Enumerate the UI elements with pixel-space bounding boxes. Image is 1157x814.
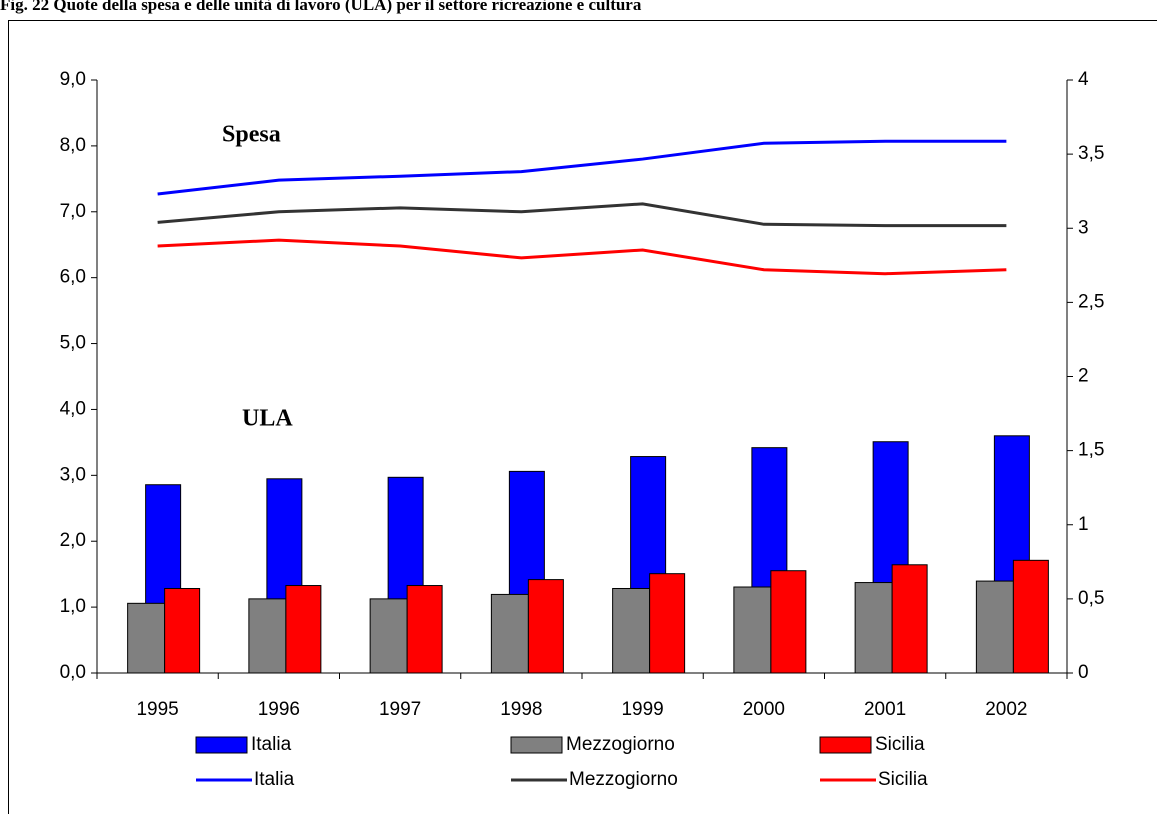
bar: [127, 602, 166, 674]
y2-tick-label: 0: [1078, 662, 1089, 683]
legend-label: Mezzogiorno: [566, 734, 675, 755]
bar: [770, 570, 807, 674]
y2-tick-label: 3: [1078, 217, 1089, 238]
y2-tick-label: 4: [1078, 69, 1089, 90]
y-tick-label: 2,0: [60, 530, 86, 551]
chart-title: Fig. 22 Quote della spesa e delle unità …: [0, 0, 642, 14]
x-tick-label: 1998: [500, 699, 542, 720]
line: [157, 202, 1007, 228]
annotation: Spesa: [222, 122, 281, 148]
legend-label: Mezzogiorno: [569, 769, 678, 790]
y-tick-label: 5,0: [60, 333, 86, 354]
bar: [285, 585, 322, 674]
bar: [891, 564, 928, 674]
x-tick-label: 1999: [621, 699, 663, 720]
bar: [248, 598, 287, 674]
y2-tick-label: 1: [1078, 514, 1089, 535]
legend-label: Italia: [254, 769, 295, 790]
y2-tick-label: 0,5: [1078, 588, 1104, 609]
bar: [975, 580, 1014, 674]
line: [157, 238, 1007, 276]
bar: [490, 593, 529, 674]
y-tick-label: 7,0: [60, 201, 86, 222]
bar: [164, 587, 201, 674]
bar: [733, 586, 772, 674]
legend-swatch: [819, 736, 872, 754]
x-tick-label: 1996: [258, 699, 300, 720]
y2-tick-label: 3,5: [1078, 143, 1104, 164]
y-tick-label: 0,0: [60, 662, 86, 683]
chart-border: [8, 20, 1157, 814]
y-tick-label: 1,0: [60, 596, 86, 617]
y2-tick-label: 2,5: [1078, 291, 1104, 312]
bar: [1012, 559, 1049, 674]
y2-tick-label: 1,5: [1078, 440, 1104, 461]
line: [157, 139, 1007, 196]
legend-label: Sicilia: [878, 769, 928, 790]
legend-swatch: [195, 736, 248, 754]
y-tick-label: 4,0: [60, 398, 86, 419]
y-tick-label: 9,0: [60, 69, 86, 90]
bar: [527, 579, 564, 674]
legend-label: Sicilia: [875, 734, 925, 755]
x-tick-label: 2001: [864, 699, 906, 720]
x-tick-label: 2000: [743, 699, 785, 720]
y-tick-label: 3,0: [60, 464, 86, 485]
bar: [649, 573, 686, 674]
y-tick-label: 8,0: [60, 135, 86, 156]
x-tick-label: 2002: [985, 699, 1027, 720]
y-tick-label: 6,0: [60, 267, 86, 288]
bar: [854, 582, 893, 674]
bar: [369, 598, 408, 674]
x-tick-label: 1997: [379, 699, 421, 720]
legend-label: Italia: [251, 734, 292, 755]
bar: [406, 585, 443, 674]
y2-tick-label: 2: [1078, 366, 1089, 387]
legend-swatch: [510, 736, 563, 754]
annotation: ULA: [242, 406, 293, 432]
bar: [612, 587, 651, 674]
x-tick-label: 1995: [136, 699, 178, 720]
